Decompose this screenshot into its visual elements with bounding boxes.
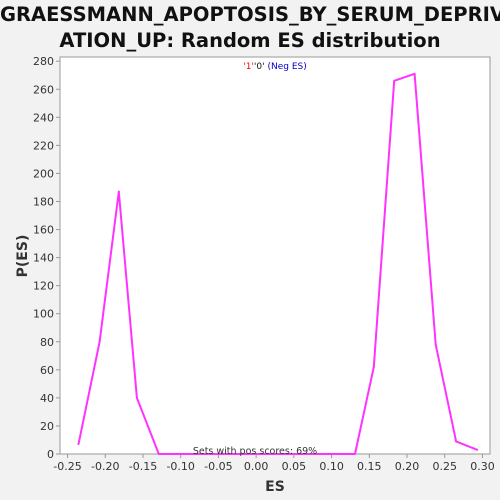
chart-title-line-1: GRAESSMANN_APOPTOSIS_BY_SERUM_DEPRIV [0, 3, 500, 26]
x-tick-label: -0.20 [91, 460, 119, 473]
data-point [202, 453, 205, 455]
x-tick-label: -0.10 [166, 460, 194, 473]
y-tick-label: 260 [33, 83, 54, 96]
data-point [353, 453, 356, 455]
x-axis-label: ES [265, 479, 285, 495]
y-tick-label: 220 [33, 139, 54, 152]
y-tick-label: 200 [33, 167, 54, 180]
y-tick-label: 180 [33, 195, 54, 208]
y-tick-label: 140 [33, 252, 54, 265]
y-tick-label: 280 [33, 55, 54, 68]
data-point [179, 453, 182, 455]
chart-title: GRAESSMANN_APOPTOSIS_BY_SERUM_DEPRIV ATI… [0, 0, 500, 54]
y-tick-label: 0 [47, 448, 54, 461]
data-point [135, 396, 138, 399]
data-point [393, 79, 396, 82]
y-axis-label: P(ES) [15, 235, 31, 278]
data-point [117, 190, 120, 193]
data-point [224, 453, 227, 455]
legend-rest: (Neg ES) [265, 62, 307, 72]
x-tick-label: 0.20 [395, 460, 420, 473]
x-tick-label: 0.25 [432, 460, 457, 473]
y-tick-label: 80 [40, 336, 54, 349]
data-point [98, 340, 101, 343]
series-line-0 [77, 72, 478, 455]
x-tick-label: 0.10 [319, 460, 344, 473]
x-tick-label: 0.30 [470, 460, 495, 473]
annotation-pos-scores: Sets with pos scores: 69% [193, 446, 317, 457]
y-tick-label: 40 [40, 392, 54, 405]
data-point [157, 453, 160, 455]
y-tick-label: 240 [33, 111, 54, 124]
y-tick-label: 100 [33, 308, 54, 321]
legend-q2: '0' [254, 62, 265, 72]
data-point [455, 440, 458, 443]
y-tick-label: 120 [33, 280, 54, 293]
x-tick-label: -0.15 [129, 460, 157, 473]
series-layer [77, 72, 479, 455]
y-tick-label: 20 [40, 420, 54, 433]
data-point [247, 453, 250, 455]
data-point [270, 453, 273, 455]
x-tick-label: -0.05 [204, 460, 232, 473]
data-point [315, 453, 318, 455]
data-point [413, 72, 416, 75]
x-tick-label: 0.15 [357, 460, 382, 473]
y-tick-label: 60 [40, 364, 54, 377]
data-point [476, 448, 479, 451]
y-tick-label: 160 [33, 224, 54, 237]
y-axis: 0 20 40 60 80 100 120 140 160 180 200 220 240 260 280 [33, 55, 60, 461]
x-axis: -0.25 -0.20 -0.15 -0.10 -0.05 0.00 0.05 0.10 0.1… [53, 454, 495, 473]
data-point [372, 366, 375, 369]
chart-title-line-2: ATION_UP: Random ES distribution [59, 29, 441, 52]
data-point [334, 453, 337, 455]
x-tick-label: 0.05 [282, 460, 307, 473]
legend: '1''0' (Neg ES) [243, 62, 307, 72]
legend-q1: '1' [243, 62, 254, 72]
data-point [434, 343, 437, 346]
x-tick-label: 0.00 [244, 460, 269, 473]
x-tick-label: -0.25 [53, 460, 81, 473]
data-point [292, 453, 295, 455]
data-point [77, 443, 80, 446]
